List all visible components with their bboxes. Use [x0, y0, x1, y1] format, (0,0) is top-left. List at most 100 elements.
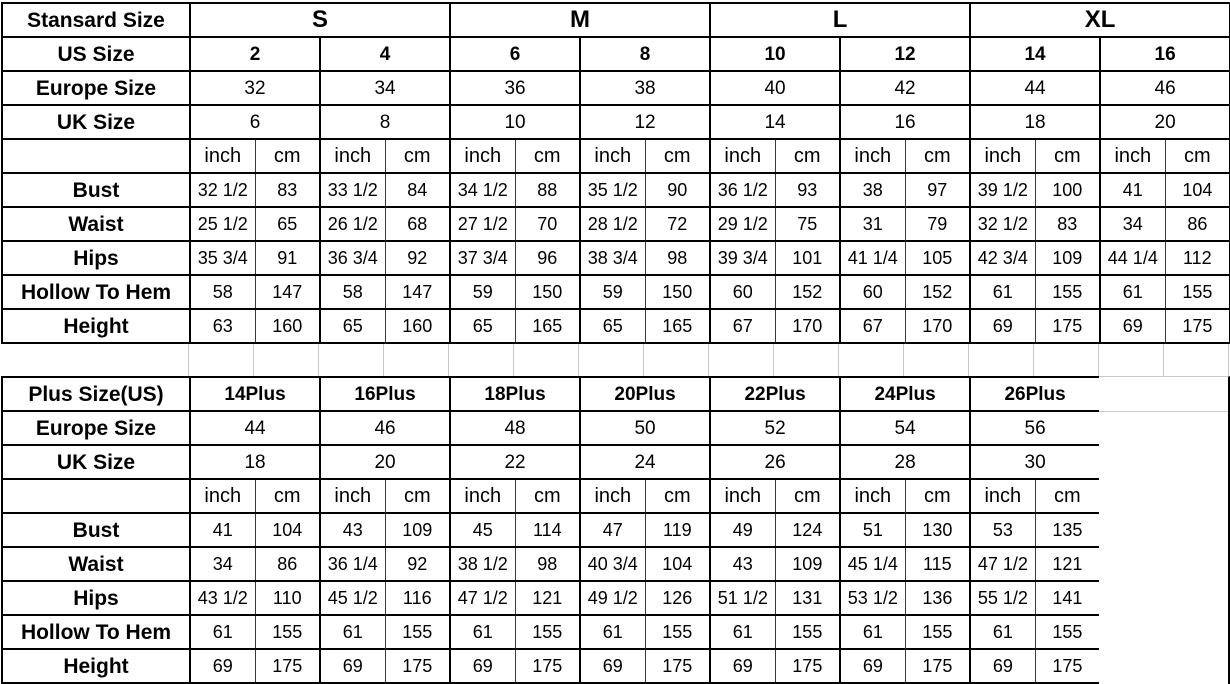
table-row: Height 63 160 65 160 65 165 65 165 67 170 67 170 69 17…	[1, 308, 1230, 344]
measure-inch-cell: 61	[579, 614, 646, 650]
measure-cm-cell: 65	[254, 206, 320, 242]
measure-cm-cell: 101	[774, 240, 841, 276]
measure-inch-cell: 61	[969, 614, 1036, 650]
measure-inch-cell: 69	[1099, 308, 1166, 344]
row-label-cell: Height	[1, 308, 191, 344]
measure-cm-cell: 155	[644, 614, 711, 650]
measure-cm-cell: 136	[904, 580, 971, 616]
faint-gridline	[1228, 344, 1229, 376]
row-label-cell: Hips	[1, 580, 191, 616]
faint-gridline	[643, 344, 644, 376]
measure-inch-cell: 49 1/2	[579, 580, 646, 616]
measure-inch-cell: 60	[709, 274, 776, 310]
measure-inch-cell: 67	[709, 308, 776, 344]
europe-size-cell: 34	[318, 70, 451, 106]
table-row: Hips 43 1/2 110 45 1/2 116 47 1/2 121 49 1/2 126…	[1, 580, 1102, 616]
uk-size-cell: 24	[579, 444, 711, 480]
measure-inch-cell: 69	[449, 648, 516, 684]
measure-inch-cell: 43 1/2	[189, 580, 255, 616]
size-group-header-cell: 16Plus	[319, 376, 451, 412]
measure-cm-cell: 92	[384, 240, 451, 276]
measure-inch-cell: 69	[839, 648, 906, 684]
measure-cm-cell: 152	[774, 274, 841, 310]
measure-cm-cell: 165	[514, 308, 581, 344]
measure-cm-cell: 130	[904, 512, 971, 548]
size-group-header-cell: M	[449, 2, 711, 38]
faint-gridline	[838, 344, 839, 376]
faint-gridline	[903, 344, 904, 376]
table-row: Europe Size 44 46 48 50 52 54 56	[1, 410, 1102, 446]
faint-gridline	[448, 344, 449, 376]
empty-grid-region	[1099, 376, 1230, 684]
measure-inch-cell: 35 3/4	[189, 240, 255, 276]
row-label-cell: UK Size	[1, 444, 191, 480]
unit-cm-cell: cm	[1164, 138, 1230, 174]
size-group-header-cell: 18Plus	[449, 376, 581, 412]
unit-cm-cell: cm	[384, 138, 451, 174]
row-label-cell: UK Size	[1, 104, 191, 140]
measure-inch-cell: 40 3/4	[579, 546, 646, 582]
measure-cm-cell: 70	[514, 206, 581, 242]
uk-size-cell: 26	[709, 444, 841, 480]
measure-inch-cell: 69	[319, 648, 386, 684]
measure-inch-cell: 69	[189, 648, 255, 684]
table-row: Bust 32 1/2 83 33 1/2 84 34 1/2 88 35 1/2 90 36 1…	[1, 172, 1230, 208]
uk-size-cell: 8	[318, 104, 451, 140]
us-size-cell: 10	[709, 36, 841, 72]
size-group-header-cell: XL	[969, 2, 1230, 38]
uk-size-cell: 18	[188, 444, 321, 480]
measure-inch-cell: 42 3/4	[969, 240, 1036, 276]
faint-gridline	[318, 344, 319, 376]
measure-cm-cell: 112	[1164, 240, 1230, 276]
table-row: Waist 34 86 36 1/4 92 38 1/2 98 40 3/4 104 43 109 4…	[1, 546, 1102, 582]
row-label-cell: Plus Size(US)	[1, 376, 191, 412]
measure-inch-cell: 63	[189, 308, 255, 344]
measure-inch-cell: 26 1/2	[319, 206, 385, 242]
size-group-header-cell: S	[188, 2, 451, 38]
table-row: Stansard Size S M L XL	[1, 2, 1230, 38]
size-group-header-cell: 22Plus	[709, 376, 841, 412]
row-label-cell: Hollow To Hem	[1, 274, 191, 310]
measure-cm-cell: 150	[514, 274, 581, 310]
faint-gridline	[1033, 344, 1034, 376]
row-label-cell: Waist	[1, 206, 191, 242]
row-label-cell: Hips	[1, 240, 191, 276]
size-group-header-cell: 24Plus	[839, 376, 971, 412]
uk-size-cell: 20	[319, 444, 451, 480]
measure-cm-cell: 75	[774, 206, 841, 242]
measure-cm-cell: 175	[644, 648, 711, 684]
measure-inch-cell: 38 3/4	[579, 240, 646, 276]
measure-cm-cell: 79	[904, 206, 971, 242]
europe-size-cell: 52	[709, 410, 841, 446]
measure-cm-cell: 114	[514, 512, 581, 548]
measure-inch-cell: 69	[579, 648, 646, 684]
us-size-cell: 8	[579, 36, 711, 72]
measure-cm-cell: 110	[254, 580, 321, 616]
measure-cm-cell: 83	[1034, 206, 1101, 242]
row-label-cell: US Size	[1, 36, 191, 72]
measure-inch-cell: 36 1/4	[319, 546, 386, 582]
measure-cm-cell: 131	[774, 580, 841, 616]
unit-inch-cell: inch	[449, 478, 516, 514]
table-row: UK Size 6 8 10 12 14 16 18 20	[1, 104, 1230, 140]
measure-inch-cell: 45	[449, 512, 516, 548]
faint-gridline	[968, 344, 969, 376]
uk-size-cell: 20	[1099, 104, 1230, 140]
measure-inch-cell: 32 1/2	[969, 206, 1036, 242]
faint-gridline	[1098, 344, 1099, 376]
measure-cm-cell: 100	[1034, 172, 1101, 208]
unit-cm-cell: cm	[904, 138, 971, 174]
measure-inch-cell: 51 1/2	[709, 580, 776, 616]
faint-gridline	[708, 344, 709, 376]
grid-gap-strip	[1, 344, 1229, 376]
measure-cm-cell: 170	[774, 308, 841, 344]
measure-cm-cell: 98	[514, 546, 581, 582]
measure-cm-cell: 97	[904, 172, 971, 208]
measure-cm-cell: 175	[774, 648, 841, 684]
measure-cm-cell: 104	[254, 512, 321, 548]
unit-inch-cell: inch	[709, 478, 776, 514]
measure-cm-cell: 83	[254, 172, 320, 208]
unit-inch-cell: inch	[319, 138, 385, 174]
measure-inch-cell: 67	[839, 308, 906, 344]
table-row: Waist 25 1/2 65 26 1/2 68 27 1/2 70 28 1/2 72 29 …	[1, 206, 1230, 242]
